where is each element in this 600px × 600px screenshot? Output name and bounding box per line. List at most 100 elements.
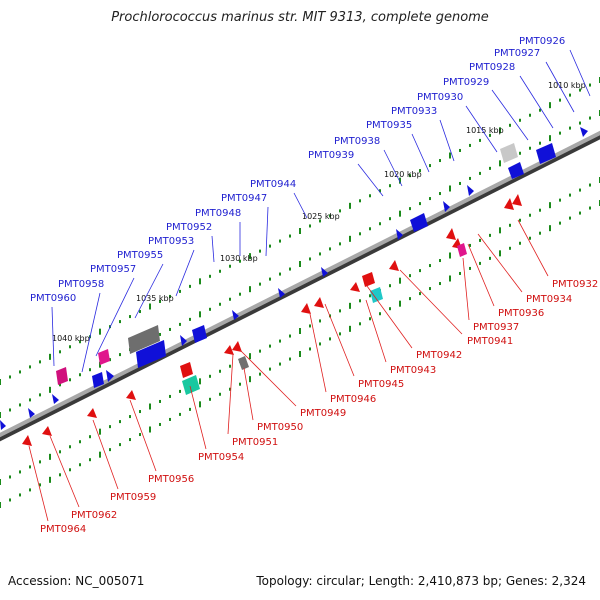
gene-label-forward[interactable]: PMT0939 [308,150,354,161]
gene-arrow-forward[interactable] [0,420,6,430]
gene-block-cyan[interactable] [370,287,383,303]
gene-arrow-reverse[interactable] [22,435,32,446]
gene-label-reverse[interactable]: PMT0954 [198,452,244,463]
gene-block-teal[interactable] [182,375,200,395]
gene-label-forward[interactable]: PMT0933 [391,106,437,117]
gene-label-reverse[interactable]: PMT0936 [498,308,544,319]
scale-tick [369,317,371,321]
gene-label-reverse[interactable]: PMT0932 [552,279,598,290]
gene-label-forward[interactable]: PMT0938 [334,136,380,147]
gene-label-forward[interactable]: PMT0957 [90,264,136,275]
scale-tick [469,243,471,247]
scale-tick [259,282,261,286]
scale-tick [259,249,261,253]
gene-block-blue[interactable] [410,213,428,232]
gene-label-reverse[interactable]: PMT0959 [110,492,156,503]
scale-tick [9,375,11,379]
gene-label-reverse[interactable]: PMT0949 [300,408,346,419]
gene-label-reverse[interactable]: PMT0934 [526,294,572,305]
gene-block-magenta[interactable] [98,349,110,365]
gene-block-magenta[interactable] [457,243,467,257]
gene-label-reverse[interactable]: PMT0945 [358,379,404,390]
scale-tick [0,379,1,385]
gene-label-reverse[interactable]: PMT0946 [330,394,376,405]
gene-arrow-forward[interactable] [321,267,328,277]
gene-arrow-reverse[interactable] [224,345,234,355]
gene-arrow-reverse[interactable] [314,297,324,308]
gene-block-red[interactable] [180,362,193,378]
gene-block-blue-large[interactable] [136,340,166,368]
gene-label-forward[interactable]: PMT0926 [519,36,565,47]
scale-tick [379,222,381,226]
gene-arrow-forward[interactable] [467,185,474,196]
gene-label-forward[interactable]: PMT0952 [166,222,212,233]
gene-arrow-forward[interactable] [28,408,35,418]
gene-arrow-forward[interactable] [232,310,239,320]
gene-label-forward[interactable]: PMT0958 [58,279,104,290]
scale-tick [579,121,581,125]
scale-tick [19,470,21,474]
scale-tick [299,351,301,357]
gene-arrow-reverse[interactable] [504,198,514,210]
scale-tick [109,358,111,362]
gene-label-forward[interactable]: PMT0953 [148,236,194,247]
scale-tick [89,458,91,462]
gene-block-blue[interactable] [536,143,556,164]
scale-tick [519,118,521,122]
scale-tick [579,211,581,215]
gene-arrow-forward[interactable] [106,370,114,382]
gene-arrow-forward[interactable] [443,201,450,212]
scale-tick [249,353,251,360]
gene-label-reverse[interactable]: PMT0942 [416,350,462,361]
gene-label-reverse[interactable]: PMT0951 [232,437,278,448]
gene-label-reverse[interactable]: PMT0941 [467,336,513,347]
gene-arrow-reverse[interactable] [389,260,399,271]
scale-tick [79,463,81,467]
gene-block-blue[interactable] [92,372,104,388]
gene-arrow-reverse[interactable] [350,282,360,292]
gene-label-forward[interactable]: PMT0944 [250,179,296,190]
gene-label-forward[interactable]: PMT0955 [117,250,163,261]
gene-block-grey-large[interactable] [128,325,160,354]
scale-tick [269,344,271,348]
gene-arrow-forward[interactable] [278,288,285,298]
gene-arrow-reverse[interactable] [87,408,97,418]
gene-leader-line [95,277,135,357]
scale-tick [279,272,281,276]
gene-block-darkgrey[interactable] [238,356,249,370]
gene-label-forward[interactable]: PMT0948 [195,208,241,219]
gene-label-forward[interactable]: PMT0930 [417,92,463,103]
gene-arrow-forward[interactable] [52,394,59,404]
gene-label-forward[interactable]: PMT0929 [443,77,489,88]
gene-leader-line [439,119,455,162]
gene-label-reverse[interactable]: PMT0964 [40,524,86,535]
gene-arrow-forward[interactable] [396,229,403,240]
gene-arrow-reverse[interactable] [301,303,311,314]
gene-label-reverse[interactable]: PMT0950 [257,422,303,433]
gene-block-blue[interactable] [192,325,207,343]
gene-arrow-forward[interactable] [180,335,187,346]
gene-label-reverse[interactable]: PMT0956 [148,474,194,485]
scale-tick [119,443,121,447]
gene-arrow-reverse[interactable] [232,341,242,352]
gene-label-forward[interactable]: PMT0935 [366,120,412,131]
gene-block-red[interactable] [362,272,375,287]
gene-block-blue[interactable] [508,162,524,179]
gene-arrow-reverse[interactable] [512,194,522,206]
gene-label-forward[interactable]: PMT0927 [494,48,540,59]
gene-label-reverse[interactable]: PMT0962 [71,510,117,521]
gene-label-reverse[interactable]: PMT0937 [473,322,519,333]
gene-label-reverse[interactable]: PMT0943 [390,365,436,376]
scale-tick [549,202,551,209]
gene-arrow-reverse[interactable] [126,390,136,400]
gene-label-forward[interactable]: PMT0928 [469,62,515,73]
gene-arrow-reverse[interactable] [42,426,52,436]
gene-label-forward[interactable]: PMT0947 [221,193,267,204]
scale-tick [499,250,501,257]
gene-block-grey[interactable] [500,143,518,163]
gene-label-forward[interactable]: PMT0960 [30,293,76,304]
gene-block-magenta[interactable] [56,367,68,385]
scale-tick [549,225,551,232]
gene-arrow-forward[interactable] [580,127,588,137]
gene-arrow-reverse[interactable] [446,228,456,240]
